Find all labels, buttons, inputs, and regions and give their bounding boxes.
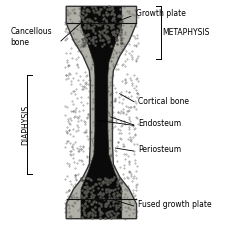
Text: Periosteum: Periosteum xyxy=(138,145,182,154)
Text: Endosteum: Endosteum xyxy=(138,119,182,128)
Text: Cancellous
bone: Cancellous bone xyxy=(11,27,52,47)
Polygon shape xyxy=(66,6,137,219)
Text: Cortical bone: Cortical bone xyxy=(138,97,189,106)
Polygon shape xyxy=(81,6,122,219)
Text: METAPHYSIS: METAPHYSIS xyxy=(162,28,210,37)
Text: Growth plate: Growth plate xyxy=(136,9,185,18)
Text: DIAPHYSIS: DIAPHYSIS xyxy=(21,105,30,145)
Text: Fused growth plate: Fused growth plate xyxy=(138,200,212,209)
